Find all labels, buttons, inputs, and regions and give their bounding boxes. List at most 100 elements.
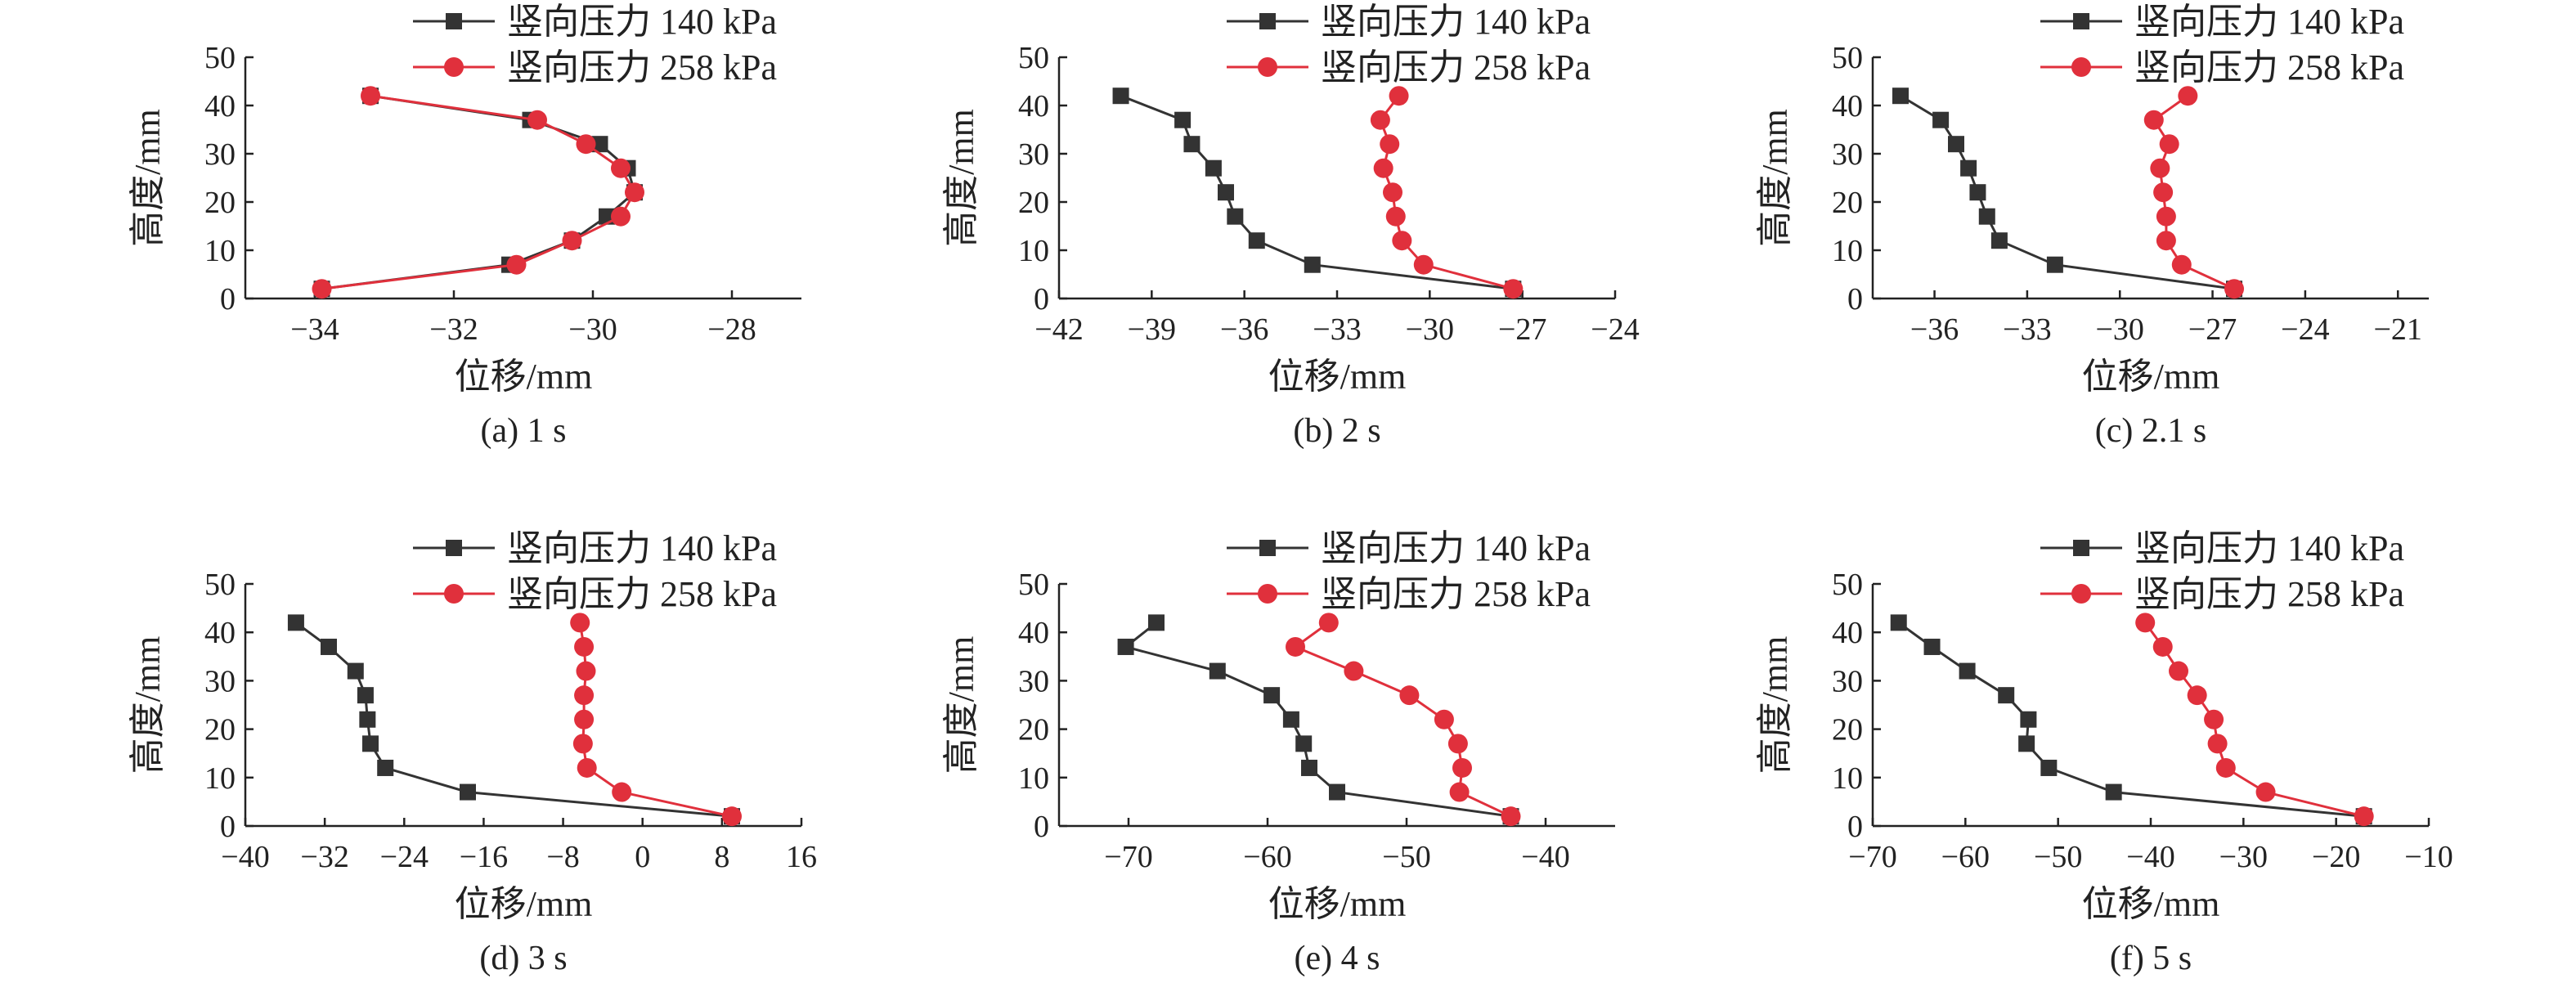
x-tick-label: −36 (1220, 312, 1268, 347)
data-point (2354, 806, 2374, 827)
data-point (1174, 111, 1192, 128)
data-point (1413, 254, 1434, 275)
legend-item: 竖向压力 140 kPa (1227, 2, 1591, 42)
data-point (625, 182, 644, 203)
data-point (572, 734, 593, 754)
chart-panel-b: 0 10 20 30 40 50 −42 −39 −36 −33 −30 −27 −24 位移/mm 高度/… (941, 2, 1640, 450)
data-point (1329, 783, 1345, 801)
legend-label: 竖向压力 258 kPa (2134, 574, 2404, 614)
x-tick-label: −30 (568, 312, 617, 347)
x-tick-label: −60 (1941, 840, 1990, 874)
series-140kpa (1112, 88, 1522, 298)
data-point (506, 254, 527, 275)
data-point (321, 638, 337, 655)
data-point (1503, 279, 1524, 299)
data-point (591, 136, 608, 153)
x-tick-label: −28 (707, 312, 756, 347)
panel-caption: (f) 5 s (2110, 940, 2192, 977)
data-point (1452, 757, 1472, 778)
y-axis-label: 高度/mm (941, 109, 981, 247)
legend-item: 竖向压力 258 kPa (1227, 574, 1591, 614)
x-tick-label: −10 (2404, 840, 2453, 874)
legend-marker (1259, 13, 1276, 29)
data-point (1990, 232, 2008, 249)
data-point (1932, 111, 1950, 128)
data-point (2040, 759, 2058, 776)
legend-label: 竖向压力 258 kPa (1321, 47, 1591, 88)
x-tick-label: −32 (429, 312, 478, 347)
y-tick-label: 10 (1018, 761, 1049, 796)
data-point (2207, 734, 2228, 754)
data-point (2105, 783, 2122, 801)
series-line (1292, 622, 1512, 818)
x-tick-label: −36 (1910, 312, 1959, 347)
x-axis-label: 位移/mm (1268, 357, 1407, 397)
x-axis-label: 位移/mm (2082, 884, 2220, 924)
panel-caption: (b) 2 s (1293, 412, 1380, 450)
x-tick-label: −32 (300, 840, 348, 874)
y-tick-label: 10 (1832, 234, 1863, 268)
legend-marker (1259, 540, 1276, 556)
y-tick-label: 40 (204, 89, 236, 123)
x-tick-label: −20 (2312, 840, 2360, 874)
data-point (1304, 256, 1321, 273)
y-tick-label: 40 (1832, 89, 1863, 123)
data-point (361, 86, 380, 106)
data-point (1948, 136, 1964, 153)
x-axis-label: 位移/mm (455, 357, 593, 397)
x-tick-label: −40 (1521, 840, 1569, 874)
data-point (1389, 86, 1409, 106)
data-point (2255, 782, 2276, 802)
data-point (2020, 711, 2037, 728)
data-point (2143, 110, 2164, 130)
data-point (1447, 734, 1468, 754)
y-tick-label: 10 (204, 761, 236, 796)
legend-item: 竖向压力 258 kPa (2040, 47, 2404, 88)
data-point (1969, 184, 1986, 201)
data-point (2171, 254, 2192, 275)
legend-label: 竖向压力 258 kPa (2134, 47, 2404, 88)
legend-item: 竖向压力 140 kPa (2040, 2, 2404, 42)
y-tick-label: 50 (1832, 568, 1863, 602)
chart-panel-f: 0 10 20 30 40 50 −70 −60 −50 −40 −30 −20 −10 位移/mm 高度/… (1755, 528, 2453, 977)
y-tick-label: 50 (204, 568, 236, 602)
legend-label: 竖向压力 258 kPa (507, 574, 777, 614)
x-tick-label: −27 (1498, 312, 1546, 347)
data-point (1380, 134, 1400, 155)
series-line (321, 94, 636, 290)
y-tick-label: 20 (1018, 713, 1049, 747)
x-tick-label: −33 (1313, 312, 1361, 347)
y-tick-label: 20 (204, 186, 236, 220)
data-point (2156, 231, 2176, 251)
legend-marker (1258, 584, 1277, 604)
data-point (347, 662, 364, 680)
data-point (2046, 256, 2063, 273)
x-tick-label: −24 (380, 840, 429, 874)
data-point (612, 782, 632, 802)
chart-panel-e: 0 10 20 30 40 50 −70 −60 −50 −40 位移/mm 高度/mm (e) 4 s… (941, 528, 1615, 977)
x-axis-label: 位移/mm (1268, 884, 1407, 924)
x-tick-label: −40 (221, 840, 269, 874)
legend-item: 竖向压力 140 kPa (2040, 528, 2404, 568)
series-line (2143, 622, 2365, 818)
data-point (2150, 158, 2170, 178)
data-point (1373, 158, 1393, 178)
data-point (527, 110, 547, 130)
x-tick-label: −39 (1128, 312, 1176, 347)
legend-marker (444, 57, 464, 77)
data-point (611, 206, 631, 227)
data-point (357, 687, 374, 704)
series-line (578, 622, 733, 818)
x-tick-label: −50 (2034, 840, 2082, 874)
data-point (576, 661, 596, 681)
chart-panel-c: 0 10 20 30 40 50 −36 −33 −30 −27 −24 −21 位移/mm 高度/mm (… (1755, 2, 2429, 450)
data-point (1501, 806, 1521, 827)
data-point (2153, 182, 2174, 203)
y-tick-label: 50 (204, 41, 236, 75)
legend-marker (1258, 57, 1277, 77)
data-point (562, 231, 582, 251)
x-tick-label: 8 (714, 840, 729, 874)
data-point (1117, 638, 1134, 655)
data-point (570, 613, 590, 633)
legend-item: 竖向压力 140 kPa (413, 528, 777, 568)
